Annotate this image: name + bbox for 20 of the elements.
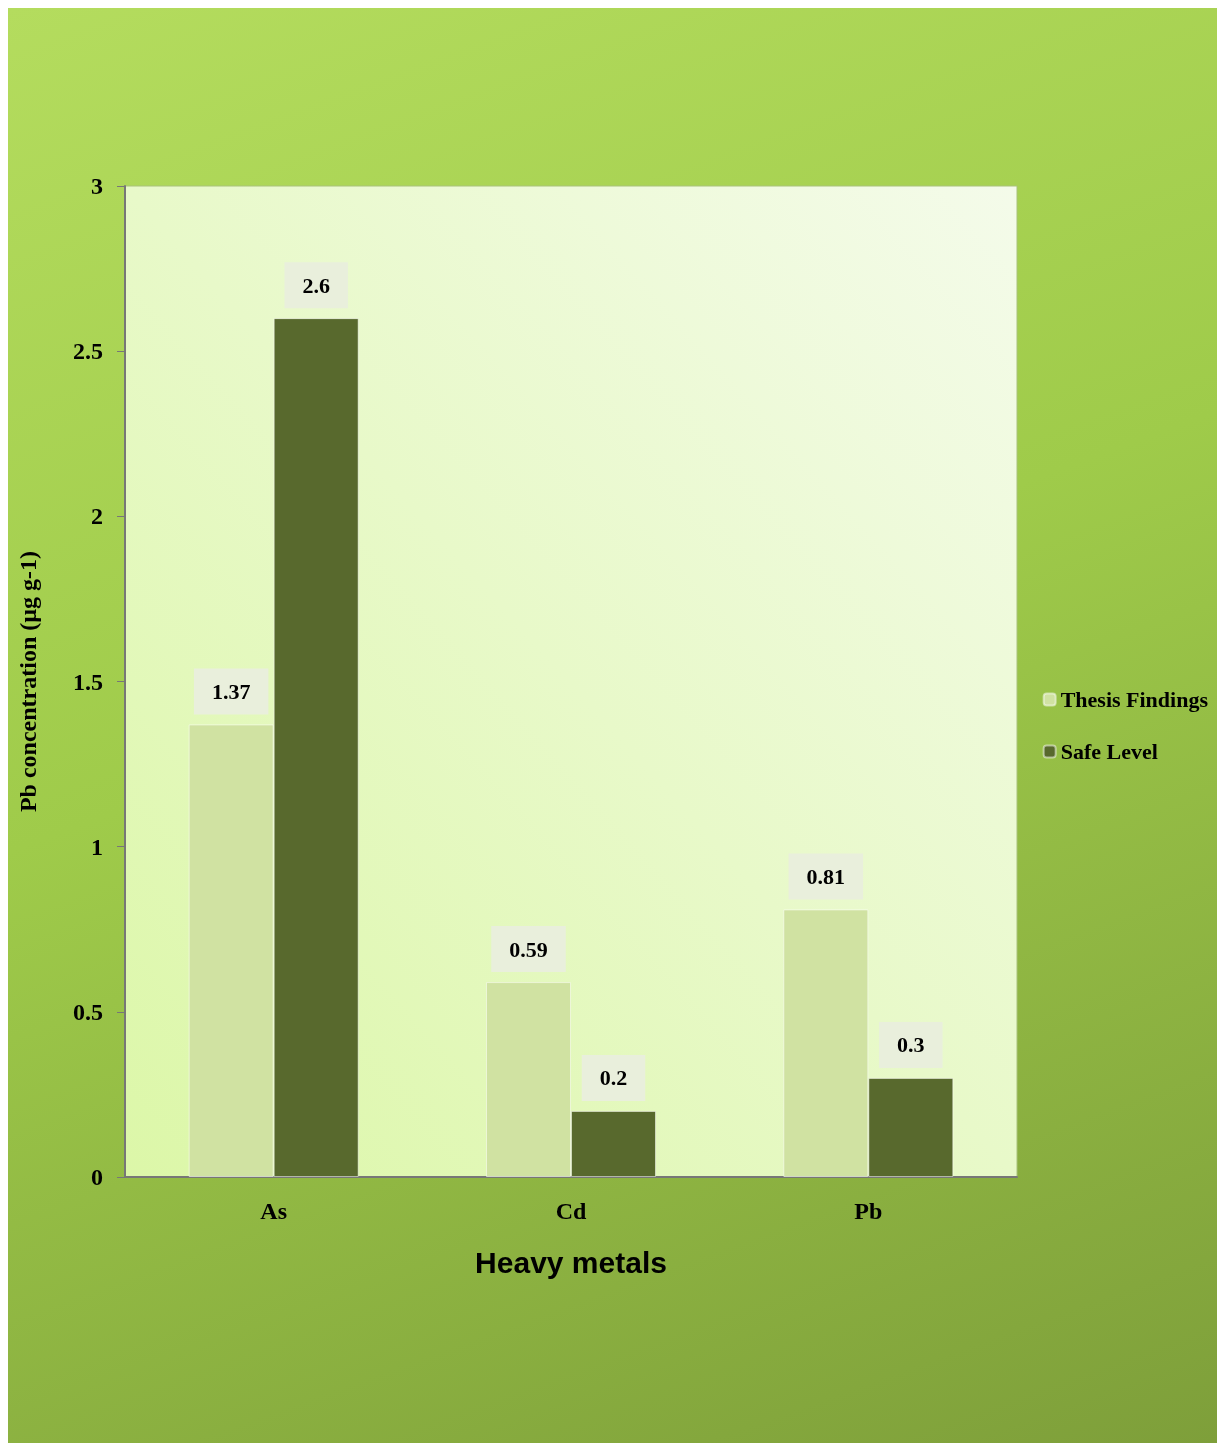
y-tick-label: 1.5 [73,668,103,695]
y-tick-label: 3 [91,173,103,199]
y-tick-label: 0.5 [73,998,103,1025]
data-label: 2.6 [302,272,330,298]
data-label: 0.59 [509,936,548,962]
legend-label: Thesis Findings [1060,687,1209,712]
y-tick-label: 1 [91,833,103,860]
data-label: 0.81 [806,863,846,889]
y-axis-title: Pb concentration (µg g-1) [15,550,41,813]
x-axis-title: Heavy metals [475,1245,667,1279]
x-tick-label: Pb [854,1198,883,1224]
data-label: 0.3 [897,1032,925,1058]
data-label: 0.2 [599,1065,628,1091]
y-tick-label: 2.5 [73,338,103,365]
x-tick-label: As [260,1198,287,1224]
y-tick-label: 2 [91,503,103,530]
legend-label: Safe Level [1060,739,1158,764]
data-label: 1.37 [211,678,251,704]
x-tick-label: Cd [555,1198,587,1224]
y-tick-label: 0 [91,1164,103,1190]
